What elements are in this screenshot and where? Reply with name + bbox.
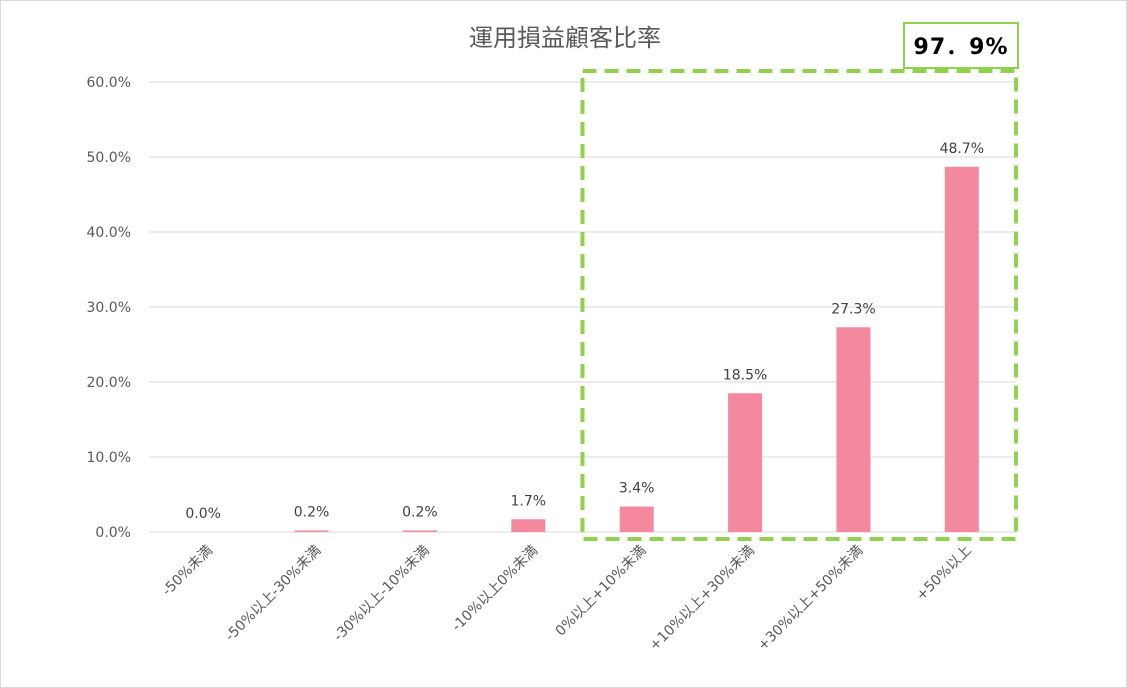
x-category-label: 0%以上+10%未満: [553, 543, 650, 640]
data-label: 18.5%: [723, 367, 767, 383]
x-category-label: +10%以上+30%未満: [646, 543, 758, 655]
data-label: 27.3%: [831, 301, 875, 317]
x-category-label: +50%以上: [913, 543, 974, 604]
y-tick-label: 30.0%: [87, 300, 131, 316]
y-tick-label: 10.0%: [87, 450, 131, 466]
bar: [619, 506, 654, 532]
y-tick-label: 50.0%: [87, 150, 131, 166]
bar: [944, 166, 979, 532]
x-category-label: -50%未満: [159, 543, 216, 600]
bar: [294, 530, 329, 532]
data-label: 0.2%: [294, 505, 330, 521]
data-label: 0.2%: [402, 505, 438, 521]
data-labels: 0.0% 0.2% 0.2% 1.7% 3.4% 18.5% 27.3% 48.7%: [185, 141, 984, 522]
callout-total-value: 97．9%: [914, 35, 1009, 60]
data-label: 1.7%: [511, 493, 547, 509]
bar: [836, 327, 871, 532]
y-tick-label: 60.0%: [87, 75, 131, 91]
highlight-annotation: 97．9%: [580, 22, 1019, 541]
bars: [294, 166, 979, 532]
x-axis-category-labels: -50%未満 -50%以上-30%未満 -30%以上-10%未満 -10%以上0%未満…: [159, 543, 974, 655]
data-label: 3.4%: [619, 481, 655, 497]
x-category-label: +30%以上+50%未満: [755, 543, 867, 655]
y-tick-label: 20.0%: [87, 375, 131, 391]
y-tick-label: 0.0%: [95, 525, 131, 541]
x-category-label: -10%以上0%未満: [449, 543, 541, 635]
callout-box: [903, 22, 1019, 69]
highlight-dashed-box: [580, 69, 1018, 541]
x-category-label: -50%以上-30%未満: [222, 543, 324, 645]
bar: [402, 530, 437, 532]
bar: [728, 393, 763, 532]
data-label: 0.0%: [185, 506, 221, 522]
data-label: 48.7%: [940, 141, 984, 157]
y-axis-tick-labels: 0.0% 10.0% 20.0% 30.0% 40.0% 50.0% 60.0%: [87, 75, 131, 541]
y-tick-label: 40.0%: [87, 225, 131, 241]
bar: [511, 519, 546, 532]
x-category-label: -30%以上-10%未満: [331, 543, 433, 645]
chart-title: 運用損益顧客比率: [469, 24, 661, 52]
